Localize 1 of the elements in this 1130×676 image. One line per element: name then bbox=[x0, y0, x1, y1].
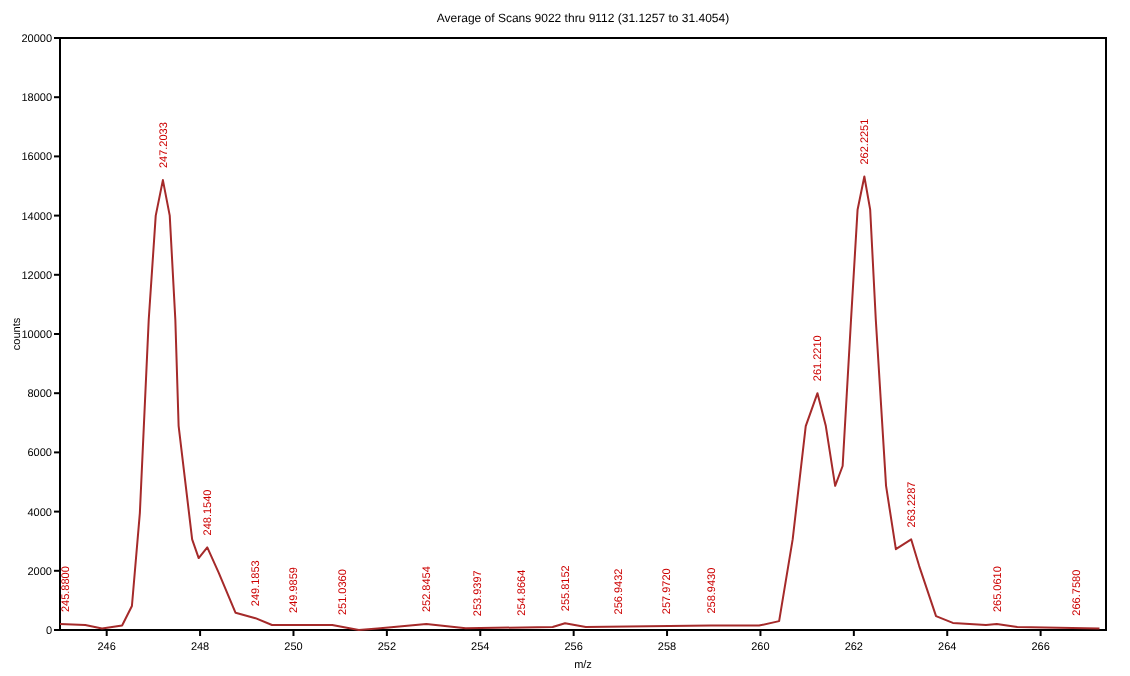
line-series bbox=[59, 175, 1101, 631]
